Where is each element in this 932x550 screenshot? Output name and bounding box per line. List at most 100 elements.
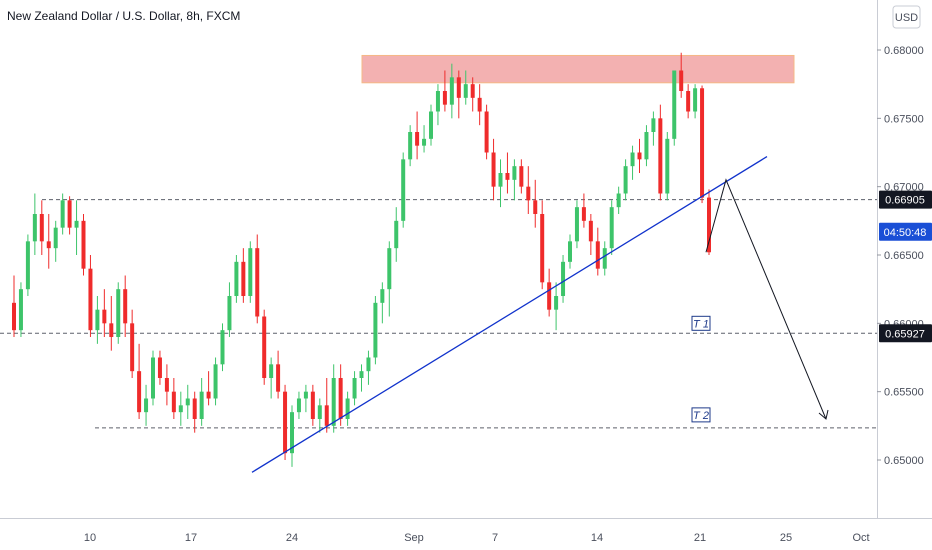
candle-up xyxy=(234,261,239,296)
candle-up xyxy=(408,132,413,160)
candle-down xyxy=(505,173,510,180)
candle-up xyxy=(116,289,121,337)
candle-up xyxy=(429,111,433,139)
candle-up xyxy=(144,398,149,413)
candle-down xyxy=(707,197,711,253)
candle-up xyxy=(568,241,572,262)
candle-up xyxy=(693,88,698,112)
candle-up xyxy=(554,296,559,310)
candle-down xyxy=(338,378,343,419)
candle-up xyxy=(380,289,385,303)
candle-down xyxy=(477,97,482,112)
candle-down xyxy=(679,70,684,91)
candle-up xyxy=(387,248,392,290)
candle-up xyxy=(561,261,566,296)
price-tag-level-high-text: 0.66905 xyxy=(885,195,925,207)
candle-up xyxy=(359,371,364,378)
candle-down xyxy=(157,357,162,378)
arrow-head xyxy=(818,409,829,420)
projection-path[interactable] xyxy=(705,178,827,420)
chart-title: New Zealand Dollar / U.S. Dollar, 8h, FX… xyxy=(7,9,240,23)
x-tick-label: 17 xyxy=(185,532,197,544)
candle-up xyxy=(401,159,406,221)
target-marker-box[interactable] xyxy=(691,315,711,331)
y-tick-label: 0.65000 xyxy=(884,455,924,467)
y-tick-label: 0.68000 xyxy=(884,45,924,57)
y-tick-label: 0.67500 xyxy=(884,113,924,125)
candle-down xyxy=(255,248,260,317)
candle-down xyxy=(324,405,329,426)
currency-button-label: USD xyxy=(895,12,918,24)
candle-up xyxy=(296,398,301,413)
candle-up xyxy=(422,138,427,146)
candle-up xyxy=(32,214,37,242)
candle-up xyxy=(630,152,635,167)
candle-down xyxy=(456,77,461,98)
candle-up xyxy=(623,166,628,194)
candle-down xyxy=(470,84,475,98)
candle-up xyxy=(178,405,183,413)
candle-down xyxy=(637,152,642,160)
currency-button[interactable] xyxy=(892,5,921,29)
price-tag-t1-text: 0.65927 xyxy=(885,328,925,340)
y-tick-label: 0.65500 xyxy=(884,387,924,399)
candle-down xyxy=(540,214,545,283)
price-tag-t1[interactable] xyxy=(879,324,932,343)
candle-up xyxy=(303,391,308,399)
price-tag-level-high[interactable] xyxy=(879,190,932,209)
candle-down xyxy=(130,323,135,372)
candle-down xyxy=(67,200,72,228)
candle-down xyxy=(519,166,524,187)
candle-down xyxy=(39,214,44,242)
candle-up xyxy=(290,412,294,454)
candle-down xyxy=(192,398,197,419)
candle-up xyxy=(227,296,232,331)
candle-up xyxy=(248,248,253,296)
candle-down xyxy=(164,378,169,392)
candle-down xyxy=(491,152,496,187)
candle-up xyxy=(213,364,218,399)
candle-down xyxy=(81,220,86,269)
target-marker-label: T 2 xyxy=(693,410,709,422)
x-tick-label: 25 xyxy=(780,532,792,544)
candle-down xyxy=(102,309,107,324)
candle-down xyxy=(700,88,705,198)
candle-up xyxy=(345,398,350,419)
candle-up xyxy=(60,200,65,228)
candle-up xyxy=(609,207,614,249)
x-tick-label: Sep xyxy=(404,532,424,544)
candle-down xyxy=(88,268,93,331)
candle-down xyxy=(109,323,114,337)
x-tick-label: 21 xyxy=(694,532,706,544)
resistance-zone[interactable] xyxy=(361,54,795,84)
candle-up xyxy=(672,70,677,139)
candle-down xyxy=(123,289,128,324)
price-tag-countdown-text: 04:50:48 xyxy=(884,227,927,239)
candle-up xyxy=(616,193,621,208)
candle-down xyxy=(137,371,142,413)
candle-up xyxy=(25,241,30,290)
candle-up xyxy=(74,220,79,228)
candle-up xyxy=(651,118,656,132)
candle-up xyxy=(463,84,468,98)
candle-up xyxy=(512,166,517,180)
candle-up xyxy=(644,132,649,160)
candle-up xyxy=(53,227,58,249)
candle-down xyxy=(12,302,16,331)
candle-down xyxy=(533,200,538,214)
x-tick-label: 7 xyxy=(492,532,498,544)
x-tick-label: Oct xyxy=(852,532,869,544)
candle-up xyxy=(449,77,454,105)
target-marker-label: T 1 xyxy=(693,318,709,330)
candle-down xyxy=(588,220,593,242)
price-tag-countdown[interactable] xyxy=(879,222,932,241)
candle-down xyxy=(241,261,246,296)
candle-up xyxy=(602,248,607,269)
candle-up xyxy=(317,405,322,419)
candle-up xyxy=(435,91,440,112)
target-marker-box[interactable] xyxy=(691,407,711,423)
candle-down xyxy=(206,391,211,399)
trendline[interactable] xyxy=(251,156,768,473)
candle-down xyxy=(484,111,489,153)
